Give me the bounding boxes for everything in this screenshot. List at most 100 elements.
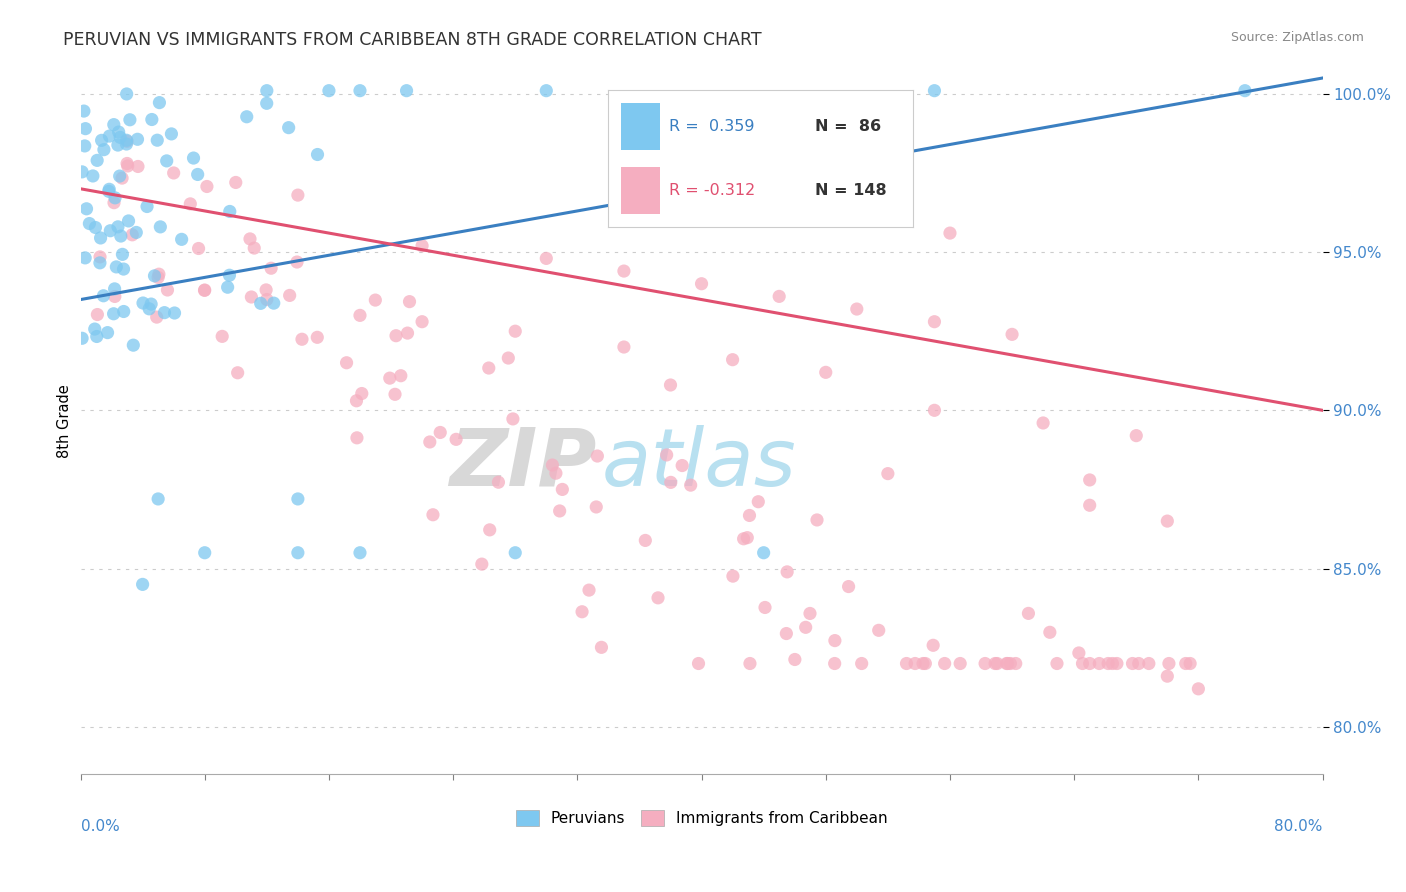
Point: [211, 329, 233, 343]
Point: [647, 591, 669, 605]
Point: [170, 232, 193, 246]
Point: [1174, 657, 1197, 671]
Point: [1039, 625, 1062, 640]
Point: [1156, 514, 1178, 528]
Point: [90, 231, 112, 245]
Point: [384, 387, 406, 401]
Point: [111, 247, 134, 261]
Point: [924, 84, 946, 98]
Point: [659, 188, 682, 202]
Point: [984, 657, 1007, 671]
Point: [240, 290, 263, 304]
Point: [733, 532, 755, 546]
Point: [478, 523, 501, 537]
Point: [98, 224, 121, 238]
Point: [503, 546, 526, 560]
Point: [110, 229, 132, 244]
Point: [814, 365, 837, 379]
Point: [103, 195, 125, 210]
Point: [896, 657, 918, 671]
Point: [690, 277, 713, 291]
Point: [949, 657, 972, 671]
Point: [226, 366, 249, 380]
Point: [346, 431, 368, 445]
Point: [287, 546, 309, 560]
Point: [502, 412, 524, 426]
Point: [156, 283, 179, 297]
Point: [73, 139, 96, 153]
Point: [571, 605, 593, 619]
Point: [243, 241, 266, 255]
Point: [775, 626, 797, 640]
Point: [503, 324, 526, 338]
Point: [1156, 669, 1178, 683]
Point: [498, 351, 520, 365]
Point: [291, 332, 314, 346]
Point: [107, 138, 129, 153]
Point: [79, 217, 101, 231]
Point: [578, 583, 600, 598]
Point: [187, 168, 209, 182]
Point: [613, 264, 636, 278]
Point: [86, 329, 108, 343]
Point: [721, 352, 744, 367]
Point: [187, 242, 209, 256]
Point: [107, 125, 129, 139]
Point: [93, 143, 115, 157]
Point: [1105, 657, 1128, 671]
Point: [287, 188, 309, 202]
Point: [385, 328, 408, 343]
Legend: Peruvians, Immigrants from Caribbean: Peruvians, Immigrants from Caribbean: [508, 803, 896, 834]
Point: [239, 232, 262, 246]
Point: [83, 322, 105, 336]
Point: [794, 620, 817, 634]
Point: [444, 433, 467, 447]
Point: [193, 283, 215, 297]
Point: [349, 309, 371, 323]
Point: [89, 256, 111, 270]
Point: [851, 657, 873, 671]
Point: [156, 153, 179, 168]
Point: [679, 478, 702, 492]
Point: [70, 331, 93, 345]
Point: [125, 226, 148, 240]
Point: [112, 262, 135, 277]
Point: [688, 657, 710, 671]
Point: [115, 136, 138, 151]
Point: [131, 577, 153, 591]
Point: [478, 361, 501, 376]
Point: [117, 214, 139, 228]
Point: [536, 84, 558, 98]
Point: [104, 282, 127, 296]
Point: [256, 293, 278, 307]
Point: [845, 213, 868, 227]
Point: [335, 356, 357, 370]
Point: [389, 368, 412, 383]
Point: [277, 120, 299, 135]
Point: [112, 304, 135, 318]
Point: [544, 466, 567, 480]
Point: [107, 219, 129, 234]
Point: [396, 326, 419, 340]
Point: [115, 87, 138, 101]
Point: [307, 330, 329, 344]
Point: [659, 378, 682, 392]
Point: [1178, 657, 1201, 671]
Point: [876, 467, 898, 481]
Point: [634, 533, 657, 548]
Point: [1101, 657, 1123, 671]
Point: [398, 294, 420, 309]
Point: [585, 500, 607, 514]
Point: [249, 296, 271, 310]
Point: [75, 251, 97, 265]
Point: [86, 308, 108, 322]
Point: [146, 491, 169, 506]
Point: [776, 565, 799, 579]
Point: [824, 633, 846, 648]
Point: [799, 607, 821, 621]
Point: [752, 201, 775, 215]
Point: [824, 657, 846, 671]
Point: [75, 121, 97, 136]
Point: [143, 268, 166, 283]
Point: [747, 494, 769, 508]
